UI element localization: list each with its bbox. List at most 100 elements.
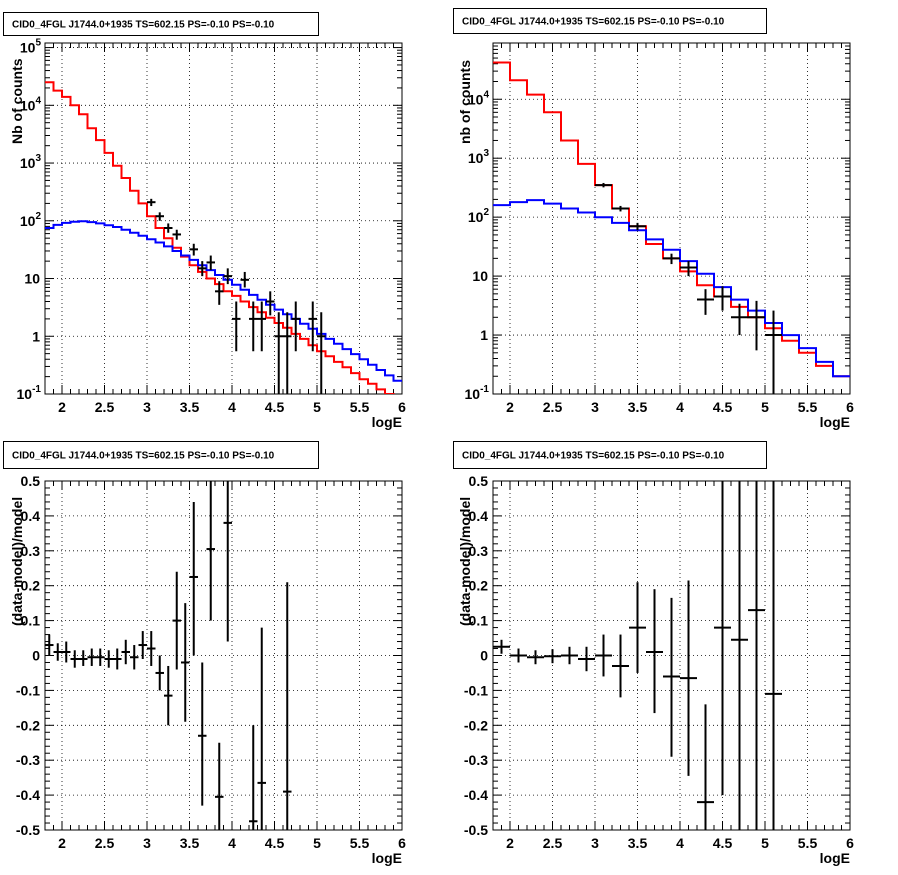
data-point [663, 253, 680, 265]
y-tick-label: 102 [20, 211, 42, 229]
data-point [189, 243, 198, 256]
x-tick-label: 3 [591, 399, 599, 415]
y-tick-label: -0.4 [464, 787, 488, 803]
data-point [308, 301, 317, 352]
x-tick-label: 5.5 [350, 399, 370, 415]
data-point [215, 281, 224, 305]
data-point [629, 222, 646, 231]
y-tick-label: 10 [24, 271, 40, 287]
x-tick-label: 5 [313, 835, 321, 851]
y-tick-exponent: 2 [483, 207, 489, 218]
x-tick-label: 5.5 [798, 399, 818, 415]
data-point [79, 650, 88, 666]
y-tick-base: 10 [17, 386, 33, 402]
data-point [53, 643, 62, 661]
y-tick-label: -0.5 [16, 822, 40, 838]
data-point [765, 481, 782, 830]
x-tick-label: 4.5 [265, 399, 285, 415]
y-tick-label: 104 [20, 95, 42, 113]
data-points [493, 481, 782, 830]
y-tick-label: 1 [32, 328, 40, 344]
x-tick-label: 6 [398, 835, 406, 851]
chart-panel-1: 2 2.5 3 3.5 4 4.5 5 5.5 610-1110102103104105logE… [3, 12, 406, 430]
data-point [748, 481, 765, 830]
data-point [155, 212, 164, 221]
data-point [138, 631, 147, 659]
data-point [104, 650, 113, 668]
x-tick-label: 4 [228, 399, 236, 415]
y-tick-label: 0.2 [21, 578, 41, 594]
x-tick-label: 3.5 [628, 399, 648, 415]
y-tick-label: -0.3 [16, 752, 40, 768]
data-point [714, 286, 731, 311]
y-axis-title: nb of counts [457, 60, 473, 144]
y-tick-exponent: -1 [480, 384, 489, 395]
x-tick-label: 5 [761, 835, 769, 851]
chart-title-box [3, 12, 319, 36]
y-tick-label: 10-1 [465, 384, 490, 402]
x-tick-label: 3 [143, 835, 151, 851]
data-point [527, 650, 544, 665]
x-tick-label: 2 [506, 835, 514, 851]
y-tick-label: 0 [480, 648, 488, 664]
data-point [147, 198, 156, 207]
data-point [680, 261, 697, 277]
y-tick-label: -0.1 [16, 682, 40, 698]
y-tick-exponent: 4 [35, 95, 41, 106]
plot-area [45, 481, 292, 830]
data-points [595, 182, 782, 394]
data-point [266, 291, 275, 316]
data-point [249, 301, 258, 352]
data-point [283, 582, 292, 830]
x-tick-label: 2.5 [543, 399, 563, 415]
data-point [87, 648, 96, 666]
y-tick-label: 102 [468, 207, 490, 225]
data-point [130, 645, 139, 670]
y-tick-label: -0.1 [464, 682, 488, 698]
data-point [189, 501, 198, 656]
y-tick-label: 0.1 [469, 613, 489, 629]
y-axis-title: (data-model)/model [457, 497, 473, 626]
y-tick-label: 0.5 [469, 473, 489, 489]
x-tick-label: 2 [58, 835, 66, 851]
y-tick-label: 105 [20, 38, 42, 56]
y-tick-base: 10 [468, 150, 484, 166]
data-point [629, 582, 646, 673]
data-point [748, 300, 765, 351]
data-point [680, 580, 697, 776]
x-tick-label: 4.5 [713, 399, 733, 415]
chart-panel-4: 2 2.5 3 3.5 4 4.5 5 5.5 6 -0.5 -0.4 -0.3 -0.2 -0.1 0 0.… [453, 441, 854, 866]
data-point [731, 303, 748, 336]
axis-ticks [492, 480, 851, 831]
y-tick-label: 103 [468, 148, 490, 166]
data-point [731, 481, 748, 830]
chart-title: CID0_4FGL J1744.0+1935 TS=602.15 PS=-0.1… [462, 451, 725, 462]
data-point [595, 634, 612, 677]
plot-frame [44, 480, 403, 831]
x-tick-label: 4 [228, 835, 236, 851]
x-tick-label: 4 [676, 399, 684, 415]
y-tick-exponent: 2 [35, 211, 41, 222]
data-point [765, 310, 782, 394]
data-point [198, 662, 207, 806]
y-tick-label: -0.3 [464, 752, 488, 768]
y-tick-base: 10 [20, 40, 36, 56]
y-axis-title: (data-model)/model [9, 497, 25, 626]
axis-ticks [44, 480, 403, 831]
x-tick-label: 2 [506, 399, 514, 415]
data-point [164, 665, 173, 726]
data-point [493, 639, 510, 654]
y-tick-exponent: -1 [32, 384, 41, 395]
data-point [283, 312, 292, 394]
chart-title-box [3, 441, 319, 469]
y-tick-base: 10 [468, 209, 484, 225]
y-tick-base: 10 [465, 386, 481, 402]
y-tick-label: 0.1 [21, 613, 41, 629]
x-tick-label: 4 [676, 835, 684, 851]
x-tick-label: 3 [143, 399, 151, 415]
chart-title-box [453, 8, 767, 34]
data-point [164, 223, 173, 233]
x-tick-label: 6 [846, 835, 854, 851]
data-points [45, 481, 292, 830]
